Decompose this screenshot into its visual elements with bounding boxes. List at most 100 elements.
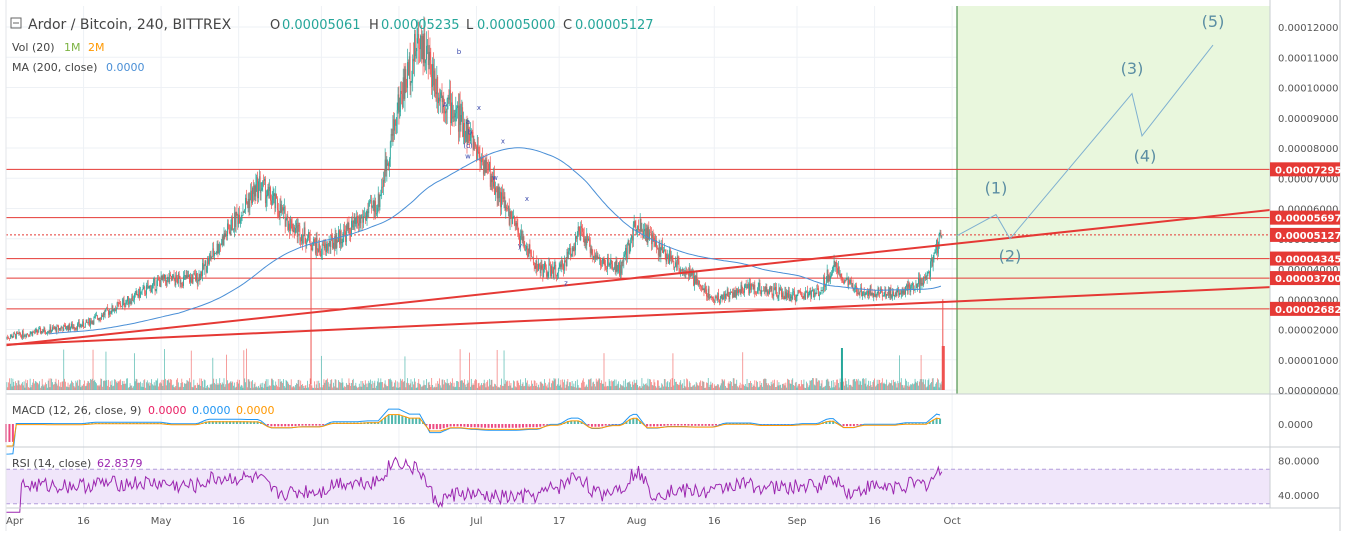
candle-body — [442, 97, 444, 103]
candle-body — [410, 81, 412, 86]
volume-bar — [107, 385, 109, 390]
volume-bar — [920, 355, 922, 390]
volume-bar — [15, 381, 16, 390]
volume-bar — [59, 386, 60, 390]
volume-bar — [832, 380, 834, 390]
candle-body — [633, 221, 635, 225]
rsi-value: 62.8379 — [97, 457, 143, 470]
candle-body — [274, 193, 276, 209]
volume-bar — [858, 384, 860, 390]
candle-body — [923, 277, 925, 286]
volume-bar — [65, 386, 67, 390]
candle-body — [538, 263, 540, 267]
forecast-zone — [956, 6, 1270, 394]
candle-body — [524, 246, 526, 251]
candle-body — [376, 213, 377, 215]
candle-body — [103, 312, 105, 316]
candle-body — [675, 262, 676, 267]
volume-bar — [60, 387, 62, 390]
macd-histogram-bar — [632, 418, 635, 424]
volume-bar — [12, 378, 14, 390]
volume-bar — [840, 382, 842, 390]
volume-bar — [606, 386, 607, 390]
candle-body — [345, 225, 347, 242]
candle-body — [569, 247, 571, 257]
candle-body — [453, 116, 455, 118]
macd-histogram-bar — [656, 424, 659, 427]
volume-bar — [376, 385, 377, 390]
volume-bar — [601, 383, 603, 390]
volume-bar — [639, 386, 641, 390]
volume-bar — [363, 383, 364, 390]
candle-body — [688, 272, 689, 276]
volume-bar — [551, 383, 552, 390]
volume-bar — [775, 387, 776, 390]
candle-body — [454, 113, 456, 118]
candle-body — [569, 247, 570, 251]
candle-body — [614, 266, 616, 272]
volume-bar — [265, 379, 267, 390]
rsi-band — [6, 469, 1270, 504]
volume-bar — [433, 386, 435, 390]
volume-bar — [315, 384, 317, 390]
macd-histogram-bar — [297, 424, 300, 426]
candle-body — [670, 255, 672, 259]
wave-label: (2) — [999, 246, 1022, 265]
candle-body — [495, 187, 497, 192]
volume-bar — [700, 380, 701, 390]
volume-bar — [918, 381, 920, 390]
candle-body — [95, 315, 97, 317]
candle-body — [252, 187, 254, 195]
volume-bar — [279, 378, 281, 390]
candle-body — [881, 291, 883, 297]
volume-bar — [490, 379, 492, 390]
volume-bar — [380, 378, 382, 390]
candle-body — [101, 315, 103, 320]
volume-bar — [576, 387, 577, 390]
collapse-icon[interactable] — [10, 17, 22, 29]
candle-body — [500, 191, 501, 208]
macd-histogram-bar — [611, 424, 614, 425]
macd-histogram-bar — [670, 424, 673, 426]
volume-bar — [629, 381, 631, 390]
level-tag — [1270, 227, 1340, 242]
candle-body — [10, 335, 12, 337]
volume-bar — [733, 378, 735, 390]
macd-histogram-bar — [380, 419, 383, 424]
volume-bar — [351, 383, 352, 390]
candle-body — [776, 296, 778, 297]
macd-histogram-bar — [425, 424, 428, 426]
volume-bar — [765, 378, 767, 390]
candle-body — [236, 212, 238, 215]
candle-body — [625, 247, 626, 255]
candle-body — [133, 294, 135, 300]
volume-bar — [199, 378, 201, 390]
volume-bar — [17, 380, 19, 390]
volume-bar — [837, 379, 838, 390]
candle-body — [311, 248, 313, 251]
candle-body — [924, 277, 925, 279]
macd-histogram-bar — [515, 424, 518, 428]
candle-body — [532, 256, 533, 258]
candle-body — [474, 141, 476, 144]
volume-1m: 1M — [64, 41, 81, 54]
volume-bar — [708, 386, 710, 390]
volume-bar — [592, 382, 594, 390]
volume-bar — [738, 385, 740, 390]
candle-body — [723, 293, 725, 298]
volume-bar — [11, 386, 13, 390]
volume-bar — [247, 379, 249, 390]
macd-histogram-bar — [570, 420, 573, 424]
candle-body — [51, 330, 53, 333]
candle-body — [532, 256, 534, 263]
volume-bar — [778, 382, 780, 390]
candle-body — [475, 143, 477, 147]
candle-body — [760, 289, 762, 295]
candle-body — [920, 278, 922, 285]
volume-bar — [177, 382, 179, 390]
candle-body — [445, 111, 447, 113]
candle-body — [167, 277, 169, 279]
volume-bar — [334, 379, 336, 390]
candle-body — [208, 256, 210, 264]
